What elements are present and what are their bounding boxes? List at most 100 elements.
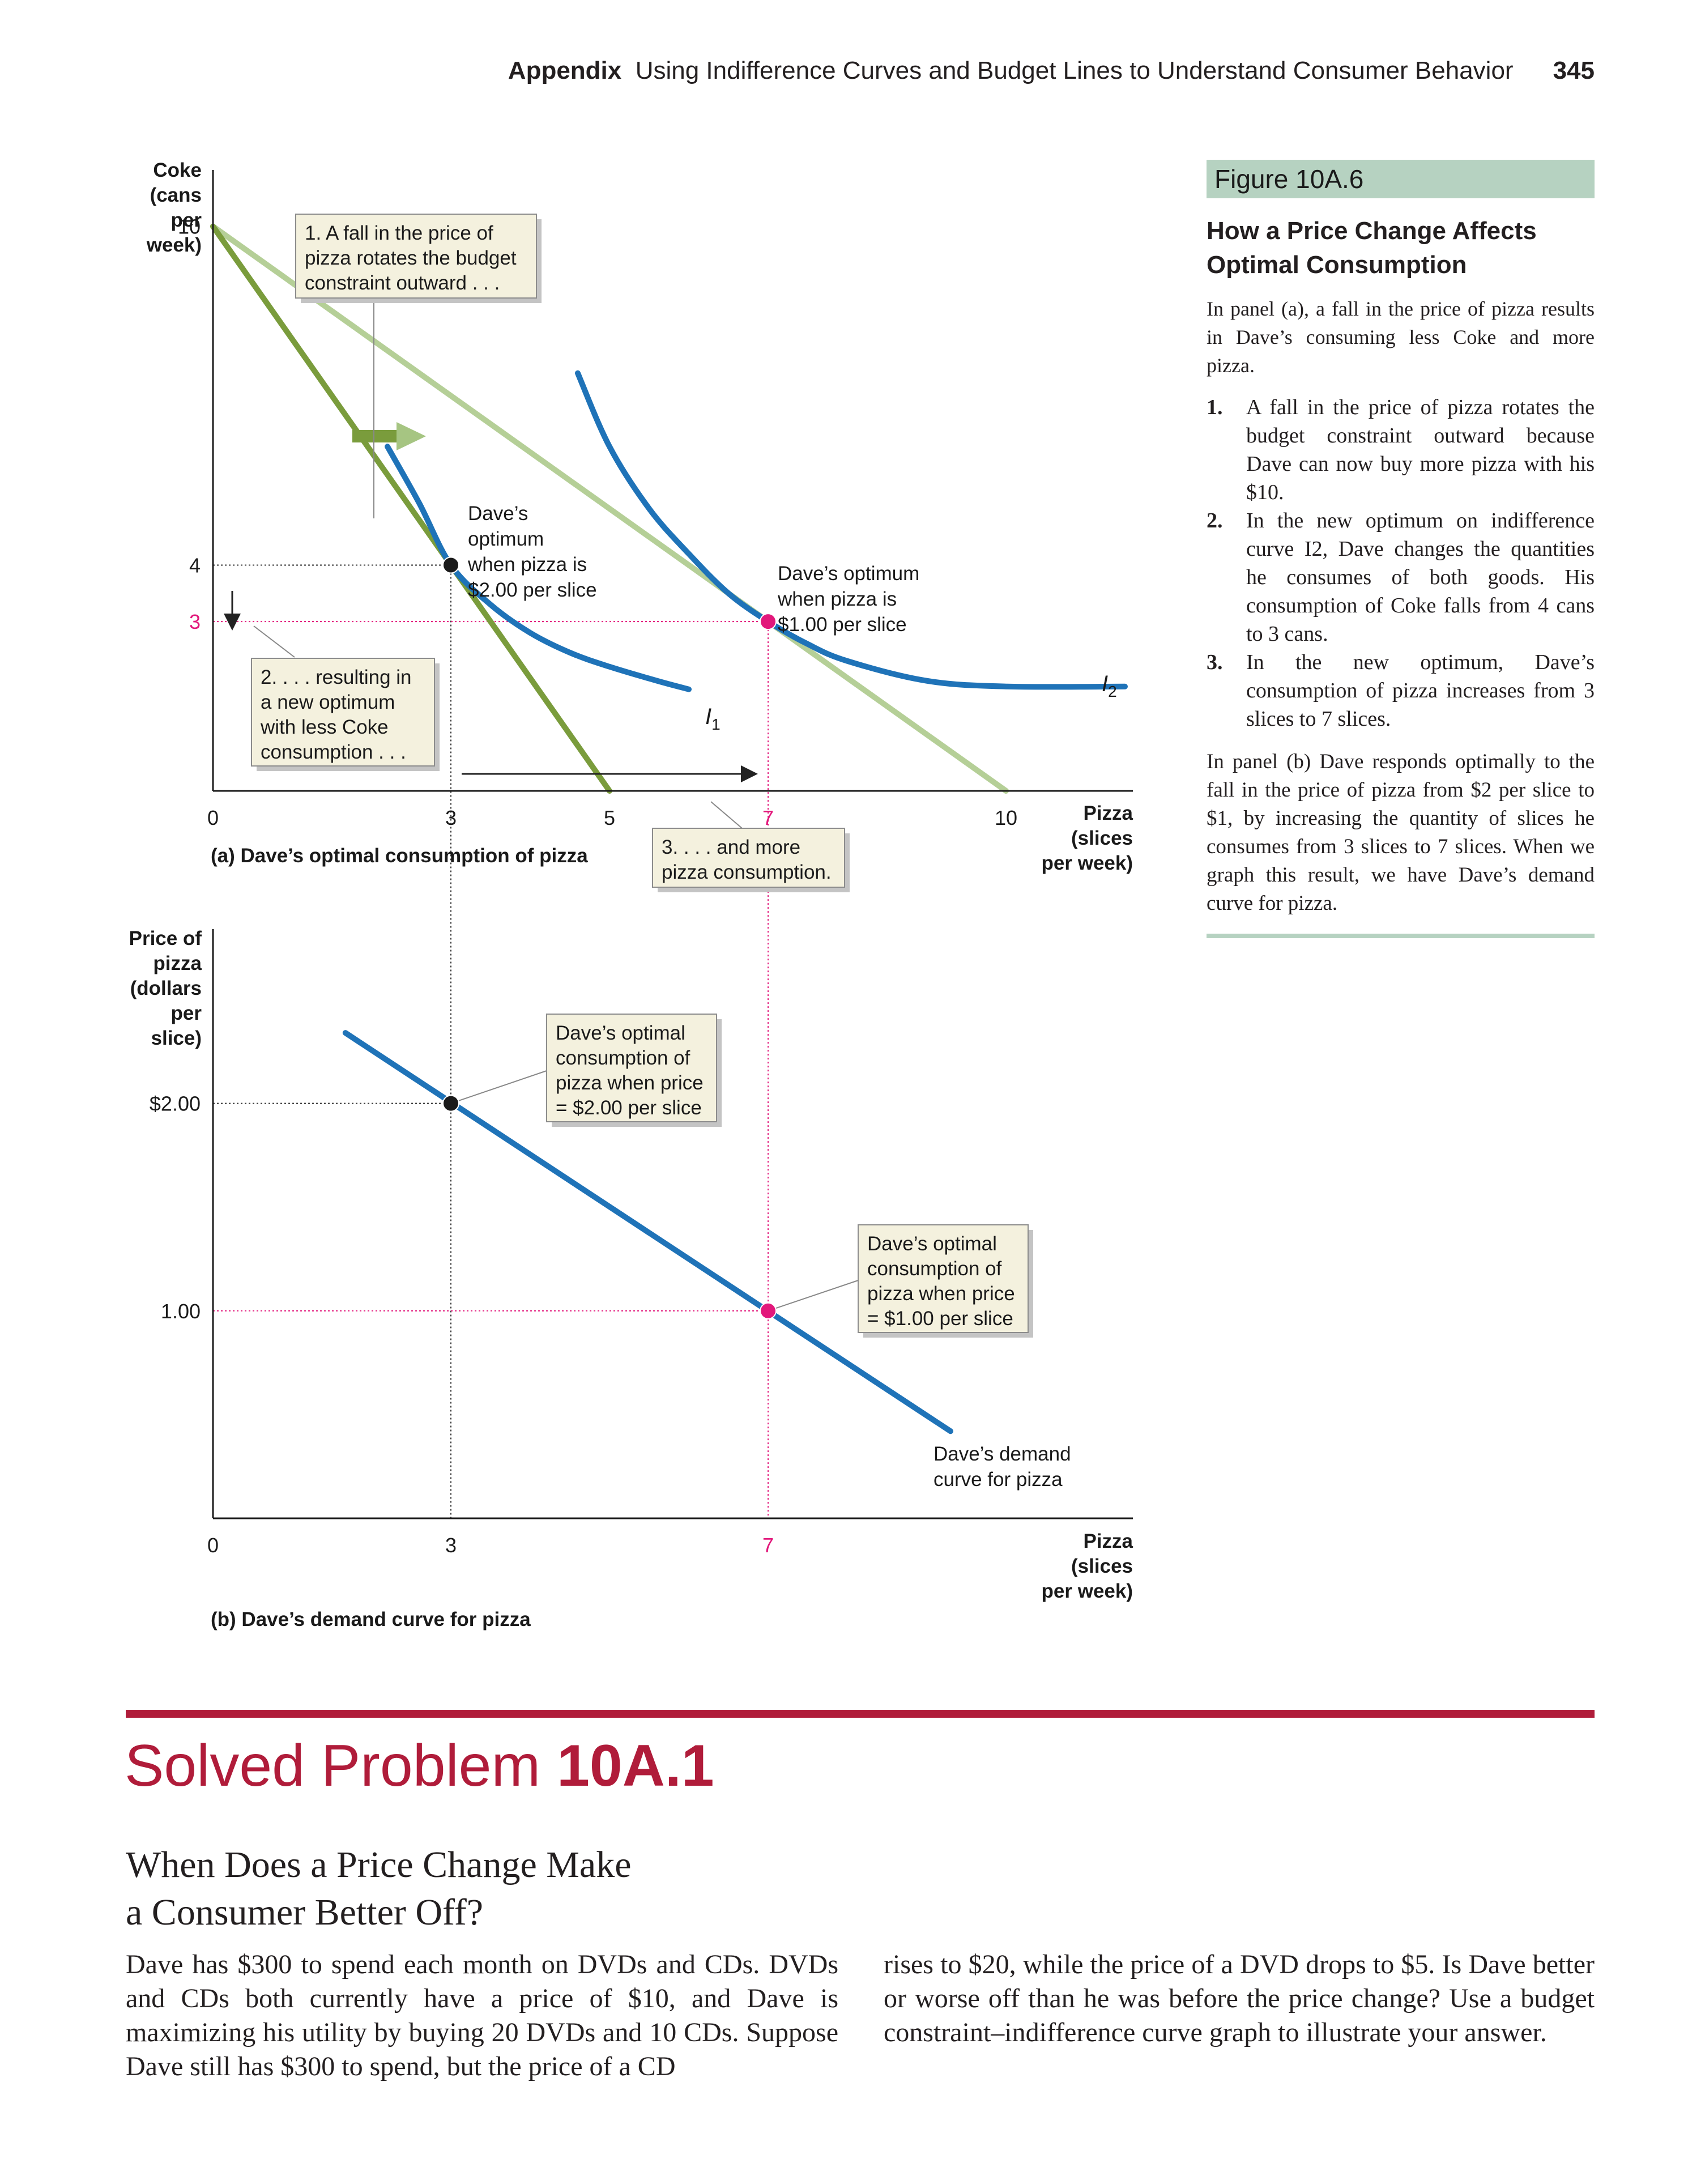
x-axis-label-line: Pizza	[1083, 1530, 1133, 1552]
annotation-text: consumption of	[556, 1047, 690, 1069]
panel-b-x-axis-label: Pizza (slices per week)	[1042, 1530, 1133, 1602]
optimum-label-2-dollars: when pizza is	[467, 554, 587, 576]
annotation-text: pizza rotates the budget	[305, 247, 517, 269]
leader-line-3	[710, 801, 743, 829]
x-axis-label-line: per week)	[1042, 1580, 1133, 1602]
annotation-box	[652, 828, 845, 888]
figure-steps: 1. A fall in the price of pizza rotates t…	[1207, 393, 1595, 733]
solved-problem-number: 10A.1	[557, 1733, 714, 1799]
figure-title: How a Price Change Affects Optimal Consu…	[1207, 217, 1537, 279]
figure-caption-rule	[1207, 934, 1595, 938]
annotation-less-coke: 2. . . . resulting in a new optimum with l…	[251, 658, 440, 771]
x-tick-label: 10	[995, 806, 1017, 829]
figure-step: 2. In the new optimum on indifference cur…	[1207, 506, 1595, 648]
panel-a-ticks: 0 3 5 7 10 10 4 3	[178, 215, 1017, 829]
figure-step: 3. In the new optimum, Dave’s consumption…	[1207, 648, 1595, 733]
annotation-text: = $2.00 per slice	[556, 1097, 702, 1119]
optimum-label-2-dollars: $2.00 per slice	[468, 579, 597, 601]
curve-label-letter: I	[705, 704, 711, 729]
y-axis-label-line: pizza	[153, 952, 202, 974]
annotation-box	[251, 658, 435, 767]
annotation-text: with less Coke	[260, 716, 389, 738]
annotation-text: constraint outward . . .	[305, 272, 500, 294]
panel-a-chart: 0 3 5 7 10 10 4 3 Coke (cans per week) Pizza (slice…	[146, 159, 1133, 1518]
optimum-point	[760, 613, 777, 631]
x-axis-label-line: (slices	[1071, 1555, 1133, 1577]
step-text: In the new optimum on indifference curve…	[1246, 509, 1595, 646]
indifference-curve-i2	[575, 370, 1128, 690]
step-text: A fall in the price of pizza rotates the…	[1246, 395, 1595, 504]
annotation-box	[546, 1014, 717, 1122]
annotation-box	[858, 1224, 1029, 1333]
y-axis-label-line: (dollars	[130, 977, 202, 999]
indifference-curve-i1	[385, 444, 692, 692]
annotation-text: 1. A fall in the price of	[305, 222, 493, 244]
y-tick-label: $2.00	[150, 1092, 201, 1116]
figure-caption: Figure 10A.6 How a Price Change Affects …	[1207, 160, 1595, 938]
panel-a-optimum-points	[442, 556, 777, 631]
curve-label-subscript: 1	[711, 716, 721, 733]
optimum-label-1-dollar: Dave’s optimum	[778, 563, 919, 585]
figure-intro: In panel (a), a fall in the price of piz…	[1207, 297, 1595, 377]
header-title: Using Indifference Curves and Budget Lin…	[635, 57, 1514, 84]
panel-a-y-axis-label: Coke (cans per week)	[146, 159, 202, 256]
curve-label-indiff_1: I1	[705, 704, 721, 733]
rotation-arrow-head	[397, 422, 426, 450]
figure-panel-b-text: In panel (b) Dave responds optimally to …	[1207, 750, 1595, 915]
solved-problem-rule	[126, 1710, 1595, 1718]
leader-line-2	[253, 625, 295, 658]
y-axis-label-line: (cans	[150, 184, 202, 206]
annotation-more-pizza: 3. . . . and more pizza consumption.	[652, 828, 850, 892]
y-axis-label-line: per	[171, 1002, 202, 1024]
optimum-label-2-dollars: Dave’s	[468, 503, 528, 525]
x-axis-label-line: Pizza	[1083, 802, 1133, 824]
annotation-text: = $1.00 per slice	[867, 1308, 1013, 1330]
y-axis-label-line: Coke	[153, 159, 202, 181]
y-tick-label: 1.00	[161, 1300, 201, 1323]
annotation-text: consumption . . .	[261, 741, 406, 763]
solved-problem-column-2: rises to $20, while the price of a DVD d…	[884, 1949, 1595, 2047]
demand-curve-label: curve for pizza	[933, 1468, 1063, 1491]
solved-problem-label: Solved Problem	[125, 1733, 541, 1799]
y-tick-label: 10	[178, 215, 201, 239]
panel-b-axes	[212, 929, 1133, 1519]
header-section: Appendix	[508, 57, 622, 84]
step-number: 3.	[1207, 650, 1223, 674]
optimum-point	[760, 1302, 777, 1319]
y-tick-label: 3	[189, 610, 201, 633]
solved-problem-heading: Solved Problem 10A.1	[125, 1732, 714, 1800]
panel-b-ticks: 0 3 7 $2.00 1.00	[150, 1092, 774, 1557]
figure-tag: Figure 10A.6	[1207, 160, 1595, 198]
panel-a-label: (a) Dave’s optimal consumption of pizza	[211, 845, 588, 867]
annotation-box	[295, 214, 537, 299]
solved-problem-title-line2: a Consumer Better Off?	[126, 1892, 484, 1933]
annotation-price-2: Dave’s optimal consumption of pizza when p…	[546, 1014, 722, 1127]
x-tick-label: 7	[762, 806, 774, 829]
leader-line-b1	[450, 1070, 547, 1104]
annotation-text: 3. . . . and more	[662, 836, 800, 858]
y-axis-label-line: Price of	[129, 927, 202, 950]
annotation-price-fall: 1. A fall in the price of pizza rotates t…	[295, 214, 542, 303]
annotation-text: 2. . . . resulting in	[261, 666, 412, 688]
curve-label-letter: I	[1102, 671, 1108, 696]
optimum-label-1-dollar: $1.00 per slice	[778, 614, 907, 636]
annotation-text: a new optimum	[261, 691, 395, 713]
annotation-text: consumption of	[867, 1258, 1002, 1280]
y-tick-label: 4	[189, 554, 201, 577]
panel-a-x-axis-label: Pizza (slices per week)	[1042, 802, 1133, 874]
annotation-text: Dave’s optimal	[867, 1233, 997, 1255]
panel-b-optimum-points	[442, 1095, 777, 1319]
optimum-label-2-dollars: optimum	[468, 528, 544, 550]
annotation-text: Dave’s optimal	[556, 1022, 685, 1044]
x-tick-label: 3	[445, 1534, 457, 1557]
demand-curve-label: Dave’s demand	[933, 1443, 1071, 1465]
new-budget-line	[210, 223, 1009, 794]
curve-label-indiff_2: I2	[1102, 671, 1117, 700]
panel-a-axes	[212, 170, 1133, 792]
solved-problem-title-line1: When Does a Price Change Make	[126, 1844, 632, 1885]
x-tick-label: 3	[445, 806, 457, 829]
optimum-point	[442, 1095, 459, 1112]
